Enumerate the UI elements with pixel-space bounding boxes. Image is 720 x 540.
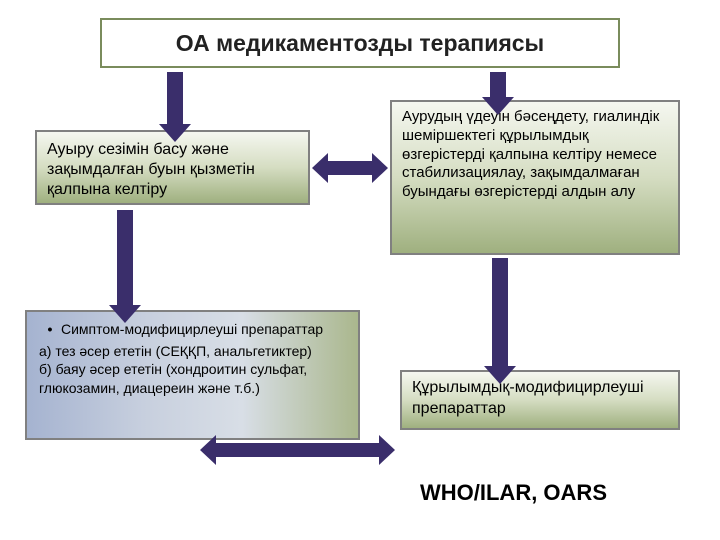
arrow-layer	[0, 0, 720, 540]
